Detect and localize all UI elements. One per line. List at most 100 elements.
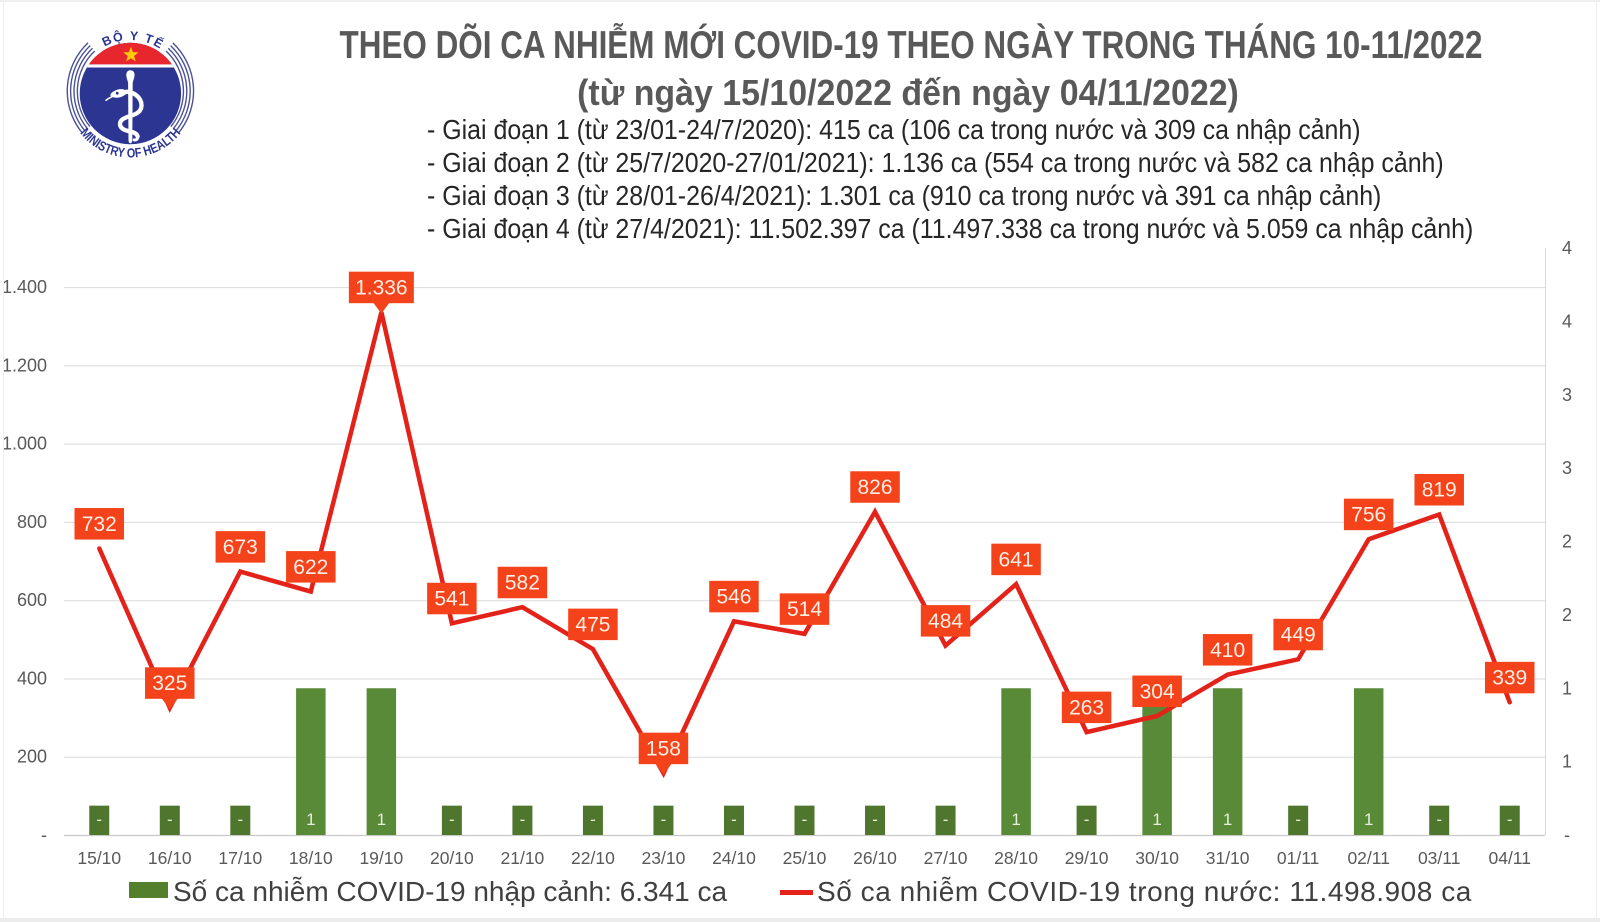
y-axis-right-label: 4 [1562,311,1572,331]
point-label-value: 819 [1422,479,1457,502]
point-label: 732 [74,508,125,540]
x-axis-label: 16/10 [148,848,192,868]
logo-side-arcs [66,42,195,134]
y-axis-right-label: - [1564,825,1570,845]
point-label: 304 [1132,675,1182,708]
bar [794,805,815,835]
logo-divider [79,64,182,68]
point-label-pointer [654,763,672,775]
chart-subtitle: (từ ngày 15/10/2022 đến ngày 04/11/2022) [577,72,1239,113]
point-label: 641 [991,543,1041,576]
bar [441,805,462,835]
x-axis-label: 30/10 [1135,848,1179,868]
legend-imported-label: Số ca nhiễm COVID-19 nhập cảnh: 6.341 ca [173,876,728,907]
y-axis-left-label: 1.400 [2,277,47,297]
point-label-box [779,593,830,625]
y-axis-right-label: 1 [1562,752,1572,772]
point-label-box [1343,498,1394,531]
point-label: 263 [1061,691,1112,724]
point-label-value: 449 [1281,624,1316,647]
x-axis-label: 21/10 [501,848,545,868]
x-axis-label: 20/10 [430,848,474,868]
bar-value-label: - [943,810,949,829]
point-label-box [215,531,266,563]
bar [1288,805,1309,835]
point-label-value: 826 [858,476,893,499]
x-axis: 15/10 16/10 17/10 18/10 19/10 20/10 21/10 22/10… [77,848,1531,868]
bar [1499,805,1520,835]
y-axis-left-label: 400 [17,668,47,688]
stage-4-summary: - Giai đoạn 4 (từ 27/4/2021): 11.502.397… [427,212,1474,244]
bar-value-label: - [590,810,596,829]
point-label-box [427,582,477,615]
bar-value-label: - [802,810,808,829]
bar-value-label: - [1436,810,1442,829]
ministry-of-health-logo: BỘ Y TẾ MINISTRY OF HEALTH [66,28,195,161]
point-label-value: 484 [928,610,963,633]
point-label-box [568,608,618,641]
bar-value-label: - [449,810,455,829]
bar [296,688,326,835]
bar-value-label: - [1084,810,1090,829]
point-label-box [850,471,900,503]
bar [1001,688,1031,835]
bar [723,805,744,835]
point-label-value: 410 [1210,639,1245,662]
y-axis-right-label: 2 [1562,605,1572,625]
point-label: 484 [920,605,971,637]
rod-of-asclepius-icon [105,70,144,144]
point-label: 1.336 [348,271,414,314]
point-label-box [1132,675,1182,708]
bar [1429,805,1450,835]
bar-value-label: - [167,810,173,829]
bar [512,805,533,835]
x-axis-label: 26/10 [853,848,897,868]
point-label-value: 263 [1069,696,1104,719]
point-label-value: 622 [293,556,328,579]
point-labels: 732 325 673 622 1.336 541 582 475 158 546 514 826 48… [74,271,1535,775]
logo-star-icon [123,46,139,62]
x-axis-label: 19/10 [359,848,403,868]
x-axis-label: 29/10 [1065,848,1109,868]
point-label-value: 339 [1492,667,1527,690]
point-label: 514 [779,593,830,625]
point-label-value: 325 [152,672,187,695]
bar-value-label: - [731,810,737,829]
point-label-value: 546 [716,586,751,609]
point-label: 546 [709,580,759,613]
bar-value-label: - [1507,810,1513,829]
y-axis-left-label: 200 [17,747,47,767]
y-axis-right-label: 3 [1562,385,1572,405]
point-label-box [497,566,548,599]
legend-domestic-swatch [780,890,813,895]
bar-value-label: 1 [306,810,315,829]
x-axis-label: 22/10 [571,848,615,868]
domestic-cases-line [97,311,1512,779]
x-axis-label: 25/10 [783,848,827,868]
point-label-value: 1.336 [355,276,408,299]
bar-value-label: 1 [1152,810,1161,829]
point-label-value: 541 [434,588,469,611]
stage-2-summary: - Giai đoạn 2 (từ 25/7/2020-27/01/2021):… [427,146,1444,178]
bar [230,805,251,835]
x-axis-label: 17/10 [218,848,262,868]
point-label-box [1061,691,1112,724]
point-label: 622 [286,551,336,583]
bar-value-label: 1 [1364,810,1373,829]
point-label-box [709,580,759,613]
point-label-box [1414,473,1464,506]
stage-1-summary: - Giai đoạn 1 (từ 23/01-24/7/2020): 415 … [427,113,1361,145]
x-axis-label: 04/11 [1488,848,1531,868]
point-label-box [638,732,689,765]
point-label-value: 304 [1140,680,1175,703]
y-axis-left-label: 1.000 [2,434,47,454]
y-axis-left-label: 1.200 [2,355,47,375]
gridlines [64,287,1545,758]
bar [935,805,956,835]
y-axis-left-label: 600 [17,590,47,610]
point-label-box [991,543,1041,576]
x-axis-label: 31/10 [1206,848,1250,868]
bar-value-label: - [520,810,526,829]
bar [159,805,180,835]
